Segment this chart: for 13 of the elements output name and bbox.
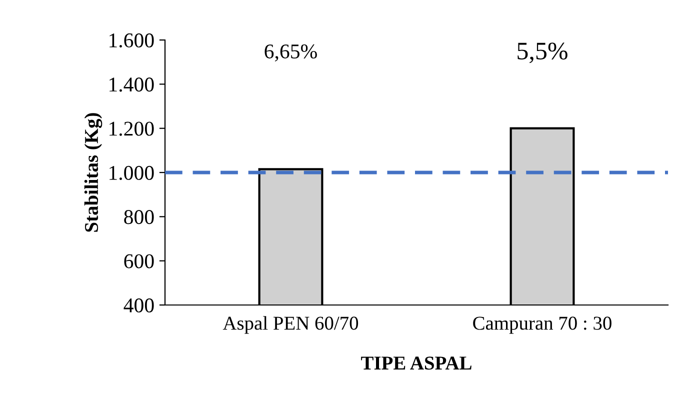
y-tick-label: 600 bbox=[124, 254, 154, 268]
y-tick-label: 800 bbox=[124, 210, 154, 224]
x-tick-label: Aspal PEN 60/70 bbox=[222, 316, 358, 334]
x-tick-label: Campuran 70 : 30 bbox=[473, 316, 612, 334]
y-tick-label: 1.600 bbox=[110, 33, 154, 48]
y-tick-label: 1.000 bbox=[110, 166, 154, 180]
y-axis-title: Stabilitas (Kg) bbox=[84, 113, 102, 232]
annotation: 5,5% bbox=[518, 42, 568, 64]
y-tick-label: 1.200 bbox=[110, 122, 154, 136]
y-tick-label: 1.400 bbox=[110, 78, 154, 92]
annotation: 6,65% bbox=[264, 44, 317, 62]
y-tick-label: 400 bbox=[124, 298, 154, 312]
x-axis-title: TIPE ASPAL bbox=[361, 356, 472, 370]
